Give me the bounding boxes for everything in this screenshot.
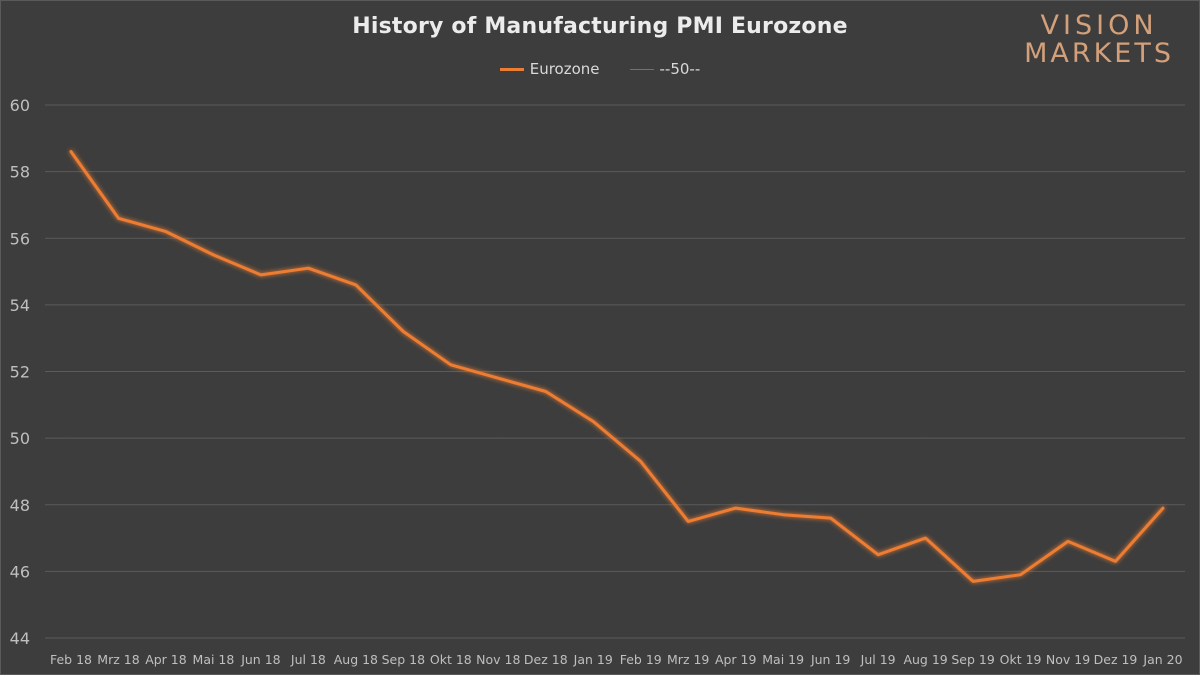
y-tick-label: 44: [10, 629, 30, 648]
y-tick-label: 54: [10, 296, 30, 315]
x-tick-label: Nov 19: [1046, 652, 1090, 667]
x-tick-label: Jun 19: [810, 652, 850, 667]
y-tick-label: 58: [10, 163, 30, 182]
x-tick-label: Dez 19: [1094, 652, 1138, 667]
x-tick-label: Sep 19: [951, 652, 994, 667]
legend-item-eurozone: Eurozone: [499, 60, 600, 78]
x-tick-label: Nov 18: [476, 652, 520, 667]
legend-swatch-50: [629, 68, 654, 70]
x-tick-label: Mrz 19: [667, 652, 709, 667]
legend: Eurozone --50--: [0, 60, 1200, 78]
legend-label-50: --50--: [659, 60, 701, 78]
legend-label-eurozone: Eurozone: [529, 60, 600, 78]
legend-item-50: --50--: [629, 60, 701, 78]
x-tick-label: Jul 18: [290, 652, 326, 667]
x-tick-label: Mrz 18: [97, 652, 139, 667]
x-tick-label: Apr 19: [715, 652, 757, 667]
y-tick-label: 46: [10, 562, 30, 581]
x-tick-label: Mai 18: [193, 652, 235, 667]
y-tick-label: 56: [10, 229, 30, 248]
x-tick-label: Feb 18: [50, 652, 92, 667]
logo-line-2: MARKETS: [1024, 38, 1174, 70]
vision-markets-logo: VISION MARKETS: [1024, 10, 1174, 70]
legend-swatch-eurozone: [499, 67, 524, 71]
y-tick-label: 50: [10, 429, 30, 448]
x-tick-label: Jul 19: [860, 652, 896, 667]
chart-title: History of Manufacturing PMI Eurozone: [352, 14, 848, 39]
x-tick-label: Jan 19: [573, 652, 613, 667]
x-tick-label: Mai 19: [762, 652, 804, 667]
x-tick-label: Okt 18: [430, 652, 472, 667]
y-tick-label: 52: [10, 363, 30, 382]
x-tick-label: Dez 18: [524, 652, 568, 667]
x-tick-label: Jun 18: [240, 652, 280, 667]
x-tick-label: Feb 19: [620, 652, 662, 667]
x-tick-label: Sep 18: [382, 652, 425, 667]
y-tick-label: 60: [10, 96, 30, 115]
x-tick-label: Apr 18: [145, 652, 187, 667]
x-tick-label: Aug 18: [334, 652, 378, 667]
x-tick-label: Jan 20: [1142, 652, 1182, 667]
y-tick-label: 48: [10, 496, 30, 515]
series-line-eurozone: [69, 150, 1165, 583]
logo-line-1: VISION: [1040, 10, 1158, 41]
x-tick-label: Aug 19: [903, 652, 947, 667]
x-tick-label: Okt 19: [1000, 652, 1042, 667]
